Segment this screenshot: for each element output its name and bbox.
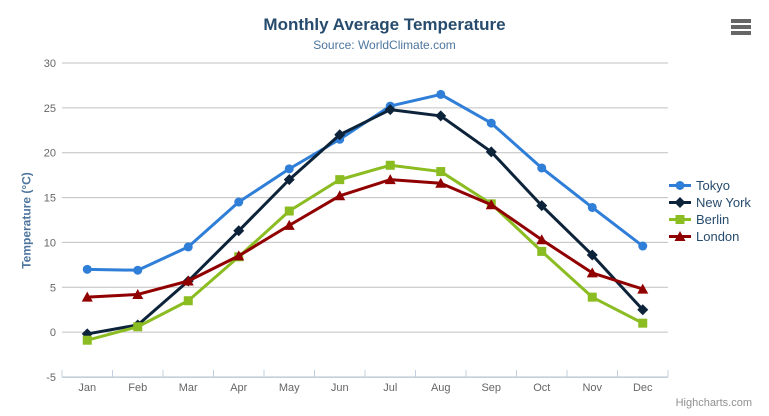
series-point-tokyo [436, 89, 446, 99]
legend-label: Tokyo [696, 177, 730, 193]
series-point-london [536, 234, 548, 245]
series-point-tokyo [537, 163, 547, 173]
series-point-berlin [436, 167, 446, 177]
x-axis-label: Jan [78, 382, 96, 394]
x-axis-label: Apr [230, 382, 247, 394]
series-point-london [233, 250, 245, 261]
series-point-new-york [283, 174, 295, 186]
y-axis-label: -5 [46, 372, 56, 384]
series-point-tokyo [82, 264, 92, 274]
y-axis-label: 15 [44, 193, 56, 205]
series-point-london [435, 177, 447, 188]
series-point-berlin [183, 296, 193, 306]
x-axis-label: Mar [179, 382, 198, 394]
series-point-tokyo [284, 164, 294, 174]
legend-marker-tokyo [675, 180, 685, 190]
chart-subtitle: Source: WorldClimate.com [313, 38, 456, 52]
y-axis-label: 10 [44, 237, 56, 249]
legend-item-new-york[interactable]: New York [669, 194, 751, 210]
series-point-berlin [385, 160, 395, 170]
x-axis-label: Jul [383, 382, 397, 394]
series-point-london [283, 219, 295, 230]
legend-label: London [696, 228, 740, 244]
series-new-york[interactable] [81, 104, 649, 340]
x-axis-label: Jun [331, 382, 349, 394]
series-point-london [586, 267, 598, 278]
hamburger-icon [731, 31, 751, 35]
legend-marker-circle-icon [669, 180, 691, 190]
series-point-london [81, 291, 93, 302]
series-point-berlin [335, 175, 345, 185]
y-axis-label: 5 [50, 282, 56, 294]
y-axis-label: 0 [50, 327, 56, 339]
series-point-berlin [284, 206, 294, 216]
legend-marker-berlin [675, 214, 685, 224]
series-point-new-york [384, 104, 396, 116]
series-point-berlin [537, 246, 547, 256]
series-point-london [384, 174, 396, 185]
series-point-berlin [587, 292, 597, 302]
legend-item-london[interactable]: London [669, 228, 751, 244]
legend-marker-square-icon [669, 214, 691, 224]
y-axis-label: 25 [44, 103, 56, 115]
series-point-new-york [536, 200, 548, 212]
legend-marker-triangle-icon [669, 230, 691, 241]
x-axis-label: Dec [633, 382, 653, 394]
series-point-tokyo [183, 242, 193, 252]
hamburger-icon [731, 25, 751, 29]
legend-marker-diamond-icon [669, 196, 691, 208]
series-point-new-york [435, 110, 447, 122]
series-point-new-york [334, 129, 346, 141]
series-point-tokyo [133, 265, 143, 275]
series-point-new-york [586, 249, 598, 261]
series-line-berlin[interactable] [85, 163, 645, 342]
series-point-tokyo [486, 118, 496, 128]
series-tokyo[interactable] [82, 89, 648, 275]
legend-marker-new-york [674, 196, 686, 208]
series-point-berlin [638, 318, 648, 328]
series-london[interactable] [81, 174, 649, 302]
series-point-tokyo [638, 241, 648, 251]
x-axis-label: Sep [481, 382, 501, 394]
series-line-london[interactable] [85, 178, 645, 299]
series-point-new-york [233, 225, 245, 237]
series-point-london [637, 283, 649, 294]
legend-marker-london [674, 230, 686, 241]
x-axis-label: Nov [582, 382, 602, 394]
credits-link[interactable]: Highcharts.com [675, 397, 752, 409]
series-point-new-york [485, 146, 497, 158]
x-axis-label: Feb [128, 382, 147, 394]
x-axis-label: Oct [533, 382, 550, 394]
legend-label: New York [696, 194, 751, 210]
series-point-berlin [82, 335, 92, 345]
context-menu-button[interactable] [731, 19, 751, 35]
series-point-london [334, 190, 346, 201]
series-point-london [182, 275, 194, 286]
legend-label: Berlin [696, 211, 730, 227]
y-axis-label: 20 [44, 148, 56, 160]
y-axis-label: 30 [44, 58, 56, 70]
legend-item-tokyo[interactable]: Tokyo [669, 177, 751, 193]
hamburger-icon [731, 19, 751, 23]
series-point-new-york [637, 304, 649, 316]
series-point-tokyo [587, 202, 597, 212]
legend-item-berlin[interactable]: Berlin [669, 211, 751, 227]
series-line-new-york[interactable] [85, 108, 645, 336]
series-point-berlin [133, 322, 143, 332]
y-axis-title: Temperature (°C) [19, 172, 34, 269]
chart-title: Monthly Average Temperature [263, 15, 506, 34]
x-axis-label: May [279, 382, 300, 394]
series-point-london [485, 199, 497, 210]
series-point-london [132, 288, 144, 299]
x-axis-label: Aug [431, 382, 451, 394]
series-point-tokyo [234, 197, 244, 207]
legend: Tokyo New York Berlin London [669, 177, 751, 245]
